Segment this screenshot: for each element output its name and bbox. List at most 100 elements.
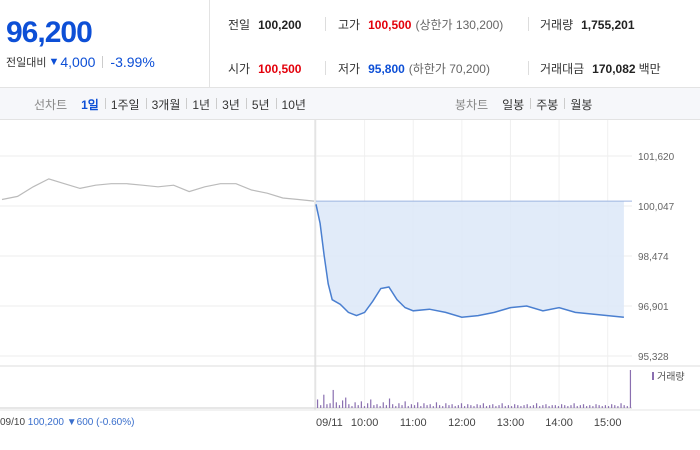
stat-value: 95,800 [368,61,405,76]
today-area-fill [316,201,624,318]
volume-bar [489,405,491,408]
volume-bar [367,403,369,408]
volume-bar [413,405,416,408]
tab-1-year[interactable]: 1년 [186,96,216,113]
volume-bar [476,404,478,408]
x-tick-label: 10:00 [351,417,379,429]
volume-bar [388,398,391,408]
change-row: 전일대비 ▼ 4,000 -3.99% [6,54,155,70]
volume-bar [479,405,481,408]
volume-bar [532,405,535,408]
volume-bar [507,405,510,408]
volume-bar [539,406,541,408]
volume-bar [504,406,506,408]
volume-bar [579,405,581,408]
intraday-price-chart: 101,620 100,047 98,474 96,901 95,328 거래량 09/10… [0,120,700,429]
volume-bar [517,405,519,408]
x-tick-label: 14:00 [545,417,573,429]
volume-bar [620,403,622,408]
volume-bar [392,404,394,408]
stat-label: 거래량 [540,18,574,32]
change-percent: -3.99% [110,54,155,70]
previous-day-info-part: (-0.60%) [93,417,134,428]
volume-bar [454,406,456,408]
x-tick-label: 11:00 [400,417,427,429]
upper-limit: (상한가 130,200) [415,18,504,32]
tab-1-day[interactable]: 1일 [81,97,99,112]
stats-panel: 전일 100,200 고가 100,500 (상한가 130,200) 거래량 … [210,0,700,88]
volume-bar [323,394,325,408]
line-chart-tabs: 선차트 1일 1주일 3개월 1년 3년 5년 10년 [34,88,312,120]
volume-bar [357,405,359,408]
volume-bar [554,405,556,408]
volume-bar [592,406,594,408]
volume-bar [470,405,472,408]
volume-bar [529,406,531,408]
volume-bar [545,404,547,408]
stat-prev-close: 전일 100,200 [228,16,301,33]
volume-bar [326,404,328,408]
tab-10-years[interactable]: 10년 [275,96,312,113]
volume-bar [567,406,569,408]
volume-bar [485,406,488,408]
stat-open: 시가 100,500 [228,60,301,77]
volume-bar [373,405,375,408]
volume-bar [448,405,450,408]
x-tick-label: 12:00 [448,417,476,429]
volume-bar [617,406,619,408]
tab-5-years[interactable]: 5년 [245,96,276,113]
volume-bar [570,405,572,408]
x-tick-label: 15:00 [594,417,622,429]
volume-bar [607,406,610,408]
volume-bar [498,405,500,408]
stat-volume: 거래량 1,755,201 [540,16,635,33]
quote-header: 96,200 전일대비 ▼ 4,000 -3.99% 전일 100,200 고가… [0,0,700,88]
tab-weekly[interactable]: 주봉 [530,96,564,113]
y-tick-label: 98,474 [638,252,669,263]
volume-bar [420,406,422,408]
volume-bar [467,404,469,408]
volume-bar [360,401,362,408]
chart-tab-bar: 선차트 1일 1주일 3개월 1년 3년 5년 10년 봉차트 일봉 주봉 월봉 [0,88,700,120]
down-arrow-icon: ▼ [48,56,60,68]
stat-unit: 백만 [638,62,661,76]
volume-bar [589,405,591,408]
tab-monthly[interactable]: 월봉 [564,96,598,113]
volume-bar [495,406,497,408]
tab-3-years[interactable]: 3년 [216,96,246,113]
tab-daily[interactable]: 일봉 [502,97,525,112]
previous-day-info: 09/10 100,200 ▼600 (-0.60%) [0,417,134,428]
volume-bar [492,404,494,408]
volume-bar [329,403,331,408]
volume-bar [460,403,463,408]
volume-bar [514,404,516,408]
stat-value: 100,500 [258,61,302,76]
volume-bar [586,406,588,408]
volume-bar [320,405,322,408]
volume-bar [335,402,337,408]
stat-value: 170,082 [592,61,636,76]
volume-bar [376,404,378,408]
stat-value: 100,200 [258,17,302,32]
divider [528,17,529,31]
volume-bar [457,405,459,408]
volume-bar [438,405,441,408]
volume-bar [351,406,353,408]
volume-bar [595,404,597,408]
volume-bar [520,406,522,408]
previous-day-info-part: 09/10 [0,417,25,428]
y-tick-label: 95,328 [638,352,669,363]
volume-bar [423,403,425,408]
volume-bar [354,402,356,408]
tab-3-months[interactable]: 3개월 [145,96,187,113]
volume-bar [598,405,600,408]
tab-1-week[interactable]: 1주일 [104,96,146,113]
x-tick-label: 13:00 [497,417,525,429]
divider [325,17,326,31]
price-box: 96,200 전일대비 ▼ 4,000 -3.99% [0,0,210,88]
volume-bar [451,404,453,408]
volume-legend-swatch [652,372,654,380]
change-label: 전일대비 [6,57,47,69]
volume-bar [526,404,528,408]
volume-bar [426,405,428,408]
